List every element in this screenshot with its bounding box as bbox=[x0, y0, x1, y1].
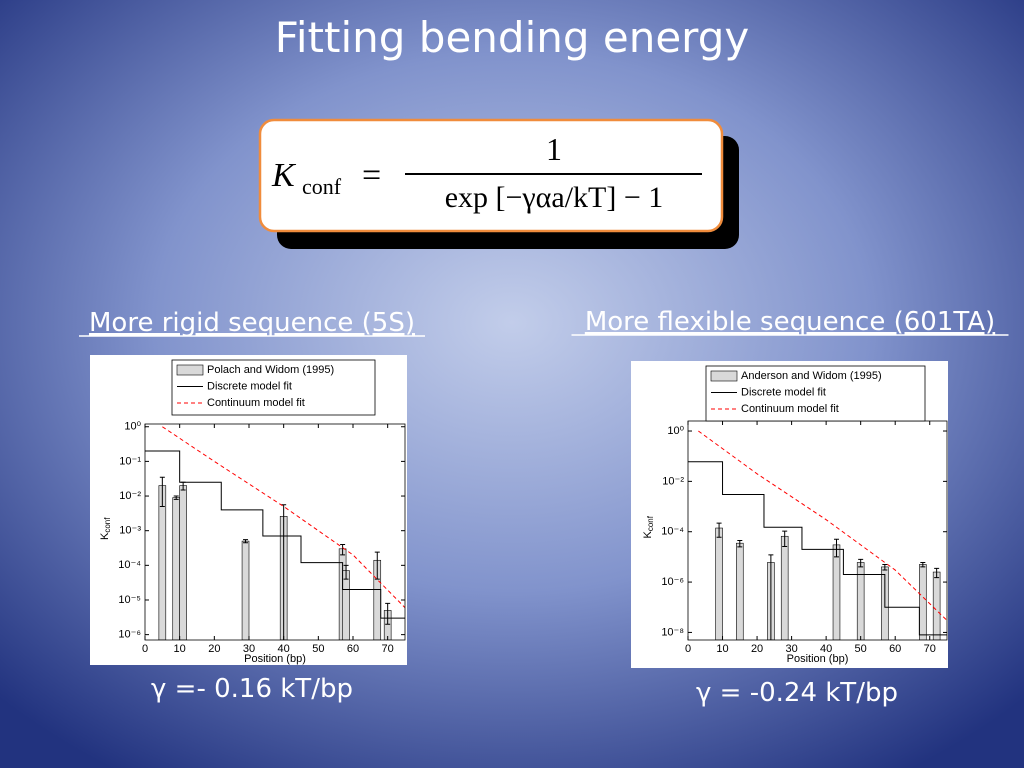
formula-numerator: 1 bbox=[546, 131, 562, 167]
legend-box bbox=[171, 359, 376, 416]
y-tick-label: 10⁻⁶ bbox=[661, 576, 684, 588]
x-tick-label: 10 bbox=[716, 643, 728, 655]
error-bar bbox=[173, 495, 179, 500]
bar bbox=[172, 497, 180, 640]
formula-equals: = bbox=[362, 157, 381, 194]
x-tick-label: 20 bbox=[751, 643, 763, 655]
y-axis-label: Kconf bbox=[99, 517, 112, 540]
error-bar bbox=[737, 539, 743, 548]
legend-label: Continuum model fit bbox=[207, 397, 305, 409]
error-bar bbox=[934, 567, 940, 579]
y-tick-label: 10⁰ bbox=[667, 425, 684, 437]
bar bbox=[919, 564, 927, 640]
chart-caption: γ =- 0.16 kT/bp bbox=[151, 674, 353, 704]
y-tick-label: 10⁻⁴ bbox=[118, 559, 141, 571]
bar bbox=[932, 571, 941, 640]
chart-heading: More rigid sequence (5S) bbox=[89, 308, 415, 338]
error-bar bbox=[833, 538, 839, 558]
formula-lhs-sub: conf bbox=[302, 174, 342, 199]
step-line bbox=[145, 450, 405, 619]
error-bar bbox=[159, 476, 165, 507]
error-bar bbox=[374, 551, 380, 580]
step-line bbox=[688, 461, 947, 636]
bar bbox=[158, 485, 167, 640]
x-tick-label: 40 bbox=[278, 643, 290, 655]
x-tick-label: 70 bbox=[382, 643, 394, 655]
legend-box bbox=[705, 365, 926, 422]
error-bar bbox=[716, 522, 722, 538]
plot-area bbox=[688, 430, 947, 640]
bar bbox=[736, 542, 744, 640]
formula-denominator: exp [−γαa/kT] − 1 bbox=[445, 181, 664, 214]
y-axis-label-sub: conf bbox=[103, 517, 112, 533]
x-tick-label: 10 bbox=[174, 643, 186, 655]
bar bbox=[780, 535, 789, 640]
y-tick-label: 10⁻² bbox=[662, 475, 684, 487]
legend-label: Polach and Widom (1995) bbox=[207, 364, 334, 376]
plot-frame bbox=[144, 423, 406, 641]
y-tick-label: 10⁰ bbox=[124, 421, 141, 433]
error-bar bbox=[385, 602, 391, 625]
legend-label: Anderson and Widom (1995) bbox=[741, 370, 882, 382]
chart-caption: γ = -0.24 kT/bp bbox=[696, 678, 898, 708]
y-axis-label: Kconf bbox=[642, 515, 655, 538]
x-tick-label: 50 bbox=[855, 643, 867, 655]
error-bar bbox=[281, 504, 287, 640]
y-tick-label: 10⁻⁸ bbox=[661, 626, 684, 638]
y-axis-label-main: K bbox=[99, 532, 111, 540]
x-tick-label: 60 bbox=[347, 643, 359, 655]
x-tick-label: 30 bbox=[785, 643, 797, 655]
x-tick-label: 50 bbox=[312, 643, 324, 655]
y-tick-label: 10⁻¹ bbox=[119, 455, 141, 467]
y-tick-label: 10⁻⁶ bbox=[118, 629, 141, 641]
error-bar bbox=[768, 554, 774, 640]
error-bar bbox=[920, 561, 926, 568]
x-tick-label: 20 bbox=[208, 643, 220, 655]
plot-area bbox=[145, 426, 405, 640]
slide-title: Fitting bending energy bbox=[275, 13, 749, 62]
legend-label: Discrete model fit bbox=[207, 380, 292, 392]
legend-swatch bbox=[710, 370, 738, 382]
y-tick-label: 10⁻⁵ bbox=[118, 594, 141, 606]
x-tick-label: 0 bbox=[142, 643, 148, 655]
fit-line bbox=[698, 430, 947, 621]
x-tick-label: 70 bbox=[924, 643, 936, 655]
x-axis-label: Position (bp) bbox=[244, 653, 306, 665]
formula-lhs: K bbox=[271, 157, 297, 194]
error-bar bbox=[858, 558, 864, 568]
error-bar bbox=[243, 539, 249, 544]
x-tick-label: 30 bbox=[243, 643, 255, 655]
fit-line bbox=[162, 426, 405, 609]
bar bbox=[241, 540, 250, 640]
y-tick-label: 10⁻² bbox=[119, 490, 141, 502]
bar bbox=[832, 544, 841, 640]
bar bbox=[715, 527, 723, 640]
y-tick-label: 10⁻⁴ bbox=[661, 526, 684, 538]
y-axis-label-main: K bbox=[642, 531, 654, 539]
error-bar bbox=[882, 563, 888, 571]
error-bar bbox=[782, 530, 788, 547]
chart-heading: More flexible sequence (601TA) bbox=[585, 307, 995, 337]
x-tick-label: 60 bbox=[889, 643, 901, 655]
y-tick-label: 10⁻³ bbox=[119, 525, 141, 537]
legend-label: Discrete model fit bbox=[741, 386, 826, 398]
error-bar bbox=[340, 543, 346, 556]
bar bbox=[179, 485, 187, 640]
x-tick-label: 40 bbox=[820, 643, 832, 655]
legend-swatch bbox=[176, 364, 204, 376]
legend-label: Continuum model fit bbox=[741, 403, 839, 415]
bar bbox=[342, 570, 350, 640]
formula-box bbox=[258, 118, 724, 233]
y-axis-label-sub: conf bbox=[646, 515, 655, 531]
x-tick-label: 0 bbox=[685, 643, 691, 655]
error-bar bbox=[343, 564, 349, 580]
x-axis-label: Position (bp) bbox=[787, 653, 849, 665]
